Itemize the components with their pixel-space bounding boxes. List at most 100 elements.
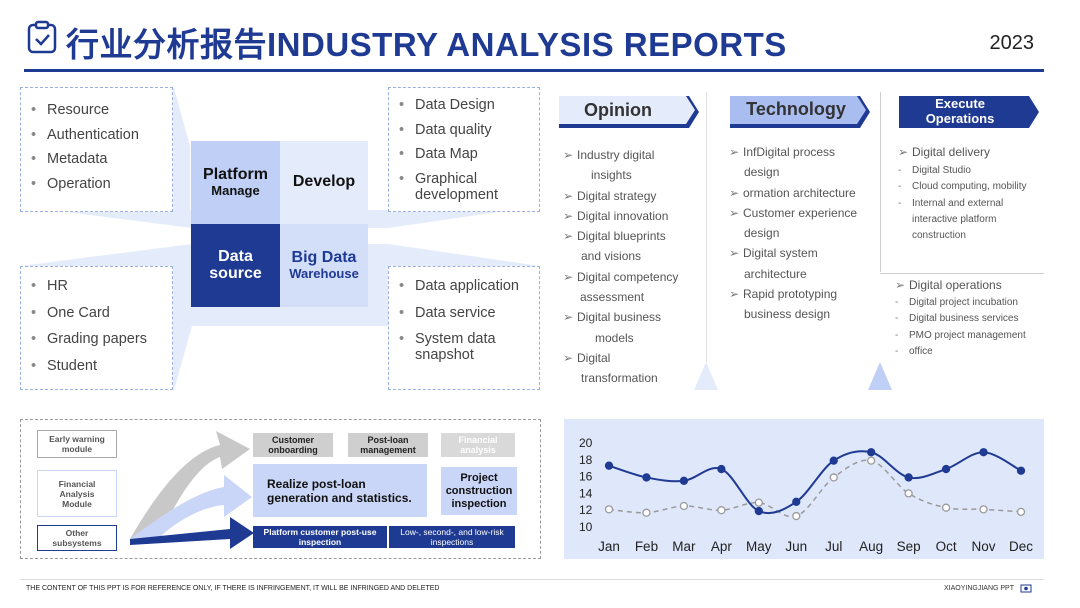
data-point <box>867 448 876 457</box>
x-tick-label: Apr <box>711 539 733 554</box>
platform-cell: Platform Manage <box>191 141 280 224</box>
sub-item: - office <box>895 345 933 357</box>
tag-customer-onboarding: Customer onboarding <box>253 433 333 457</box>
opinion-title: Opinion <box>584 99 652 120</box>
tag-financial-analysis: Financial analysis <box>441 433 515 457</box>
data-point <box>754 506 763 516</box>
data-point <box>941 503 951 512</box>
list-item-cont: design <box>744 226 780 241</box>
financial-analysis-module: Financial Analysis Module <box>37 470 117 517</box>
execute-title-line1: Execute <box>935 96 985 111</box>
list-item: ➢ Customer experience <box>729 205 858 220</box>
year-label: 2023 <box>989 32 1035 54</box>
data-point <box>829 456 838 465</box>
develop-label: Develop <box>292 173 356 191</box>
data-point <box>904 473 913 482</box>
clipboard-icon <box>26 20 58 54</box>
platform-label: Platform <box>203 166 268 184</box>
data-point <box>604 505 614 514</box>
execute-header: Execute Operations <box>899 96 1039 128</box>
risk-inspection-box: Low-, second-, and low-risk inspections <box>389 526 515 548</box>
sub-item: - PMO project management <box>895 329 1026 341</box>
list-item: System data snapshot <box>389 331 539 363</box>
x-tick-label: May <box>746 539 772 554</box>
x-tick-label: Mar <box>672 539 696 554</box>
data-point <box>604 461 614 470</box>
list-item: ➢ Digital blueprints <box>563 229 666 244</box>
box-bottom-left: HR One Card Grading papers Student <box>20 266 173 390</box>
list-item: HR <box>21 273 172 300</box>
data-point <box>792 497 801 506</box>
triangle-marker <box>868 362 892 390</box>
list-item: Data Map <box>389 142 539 167</box>
big-data-cell: Big Data Warehouse <box>280 224 368 307</box>
bigdata-label: Big Data <box>291 249 357 267</box>
list-item: Authentication <box>21 123 172 148</box>
y-tick-label: 18 <box>579 453 593 467</box>
list-item-cont: models <box>595 330 634 345</box>
list-item: ➢ Digital competency <box>563 269 679 284</box>
flow-arrows <box>130 431 254 549</box>
sub-item: - Digital project incubation <box>895 297 1018 308</box>
list-item: ➢ Digital innovation <box>563 208 669 223</box>
y-tick-label: 10 <box>579 520 593 534</box>
list-item: Metadata <box>21 147 172 172</box>
list-item: Data service <box>389 300 539 327</box>
list-item: ➢ Industry digital <box>563 148 655 162</box>
data-label: Data <box>218 247 253 265</box>
y-tick-label: 12 <box>579 503 593 517</box>
list-item: Operation <box>21 172 172 197</box>
list-item-cont: transformation <box>581 371 658 386</box>
list-item: ➢ Digital strategy <box>563 188 657 203</box>
list-item: ➢ Digital system <box>729 246 818 261</box>
x-tick-label: Sep <box>897 539 921 554</box>
realize-post-loan-box: Realize post-loan generation and statist… <box>253 464 427 517</box>
section-divider <box>880 273 1044 274</box>
data-point <box>717 464 726 474</box>
footer-disclaimer: THE CONTENT OF THIS PPT IS FOR REFERENCE… <box>26 585 440 592</box>
operations-list: ➢ Digital operations - Digital project inc… <box>895 275 1045 360</box>
list-item: ➢ InfDigital process <box>729 145 836 159</box>
execute-title: Execute Operations <box>899 96 1021 126</box>
tag-post-loan-management: Post-loan management <box>348 433 428 457</box>
flow-panel <box>20 419 541 559</box>
execute-list: ➢ Digital delivery - Digital Studio - Cloud… <box>898 142 1046 244</box>
x-tick-label: Aug <box>859 539 883 554</box>
early-warning-module: Early warning module <box>37 430 117 458</box>
technology-title: Technology <box>746 98 846 119</box>
list-item: Student <box>21 353 172 380</box>
chart-panel: 10 12 14 16 18 20 Jan Feb Mar Apr May Jun Jul Aug Sep O… <box>564 419 1044 559</box>
footer-brand: XIAOYINGJIANG PPT <box>943 585 1014 592</box>
data-point <box>754 498 763 507</box>
sub-item-cont: interactive platform <box>912 213 997 225</box>
title-en: INDUSTRY ANALYSIS REPORTS <box>267 26 787 63</box>
series-line-secondary <box>608 459 1022 518</box>
box-top-left: Resource Authentication Metadata Operati… <box>20 87 173 212</box>
header-rule <box>24 69 1044 72</box>
data-point <box>1016 466 1026 475</box>
data-point <box>979 505 988 514</box>
list-item-cont: architecture <box>744 266 807 281</box>
list-item: One Card <box>21 300 172 327</box>
data-point <box>642 508 651 517</box>
data-point <box>829 473 838 482</box>
sub-item: - Digital business services <box>895 313 1019 325</box>
list-item: ➢ ormation architecture <box>729 185 856 200</box>
opinion-list: ➢ Industry digital insights ➢ Digital stra… <box>563 145 703 389</box>
list-item: Grading papers <box>21 326 172 353</box>
y-tick-label: 16 <box>579 470 593 484</box>
x-tick-label: Dec <box>1009 539 1033 554</box>
list-item: ➢ Digital <box>563 350 611 365</box>
list-item: Data Design <box>389 93 539 118</box>
list-item-cont: insights <box>591 168 632 183</box>
footer-rule <box>20 579 1044 580</box>
develop-cell: Develop <box>280 141 368 224</box>
platform-inspection-box: Platform customer post-use inspection <box>253 526 387 548</box>
list-item-cont: assessment <box>580 290 645 305</box>
data-source-cell: Data source <box>191 224 280 307</box>
data-point <box>1016 507 1026 517</box>
list-item: Data application <box>389 273 539 300</box>
data-point <box>679 476 689 485</box>
data-point <box>792 511 801 521</box>
x-tick-label: Feb <box>635 539 658 554</box>
